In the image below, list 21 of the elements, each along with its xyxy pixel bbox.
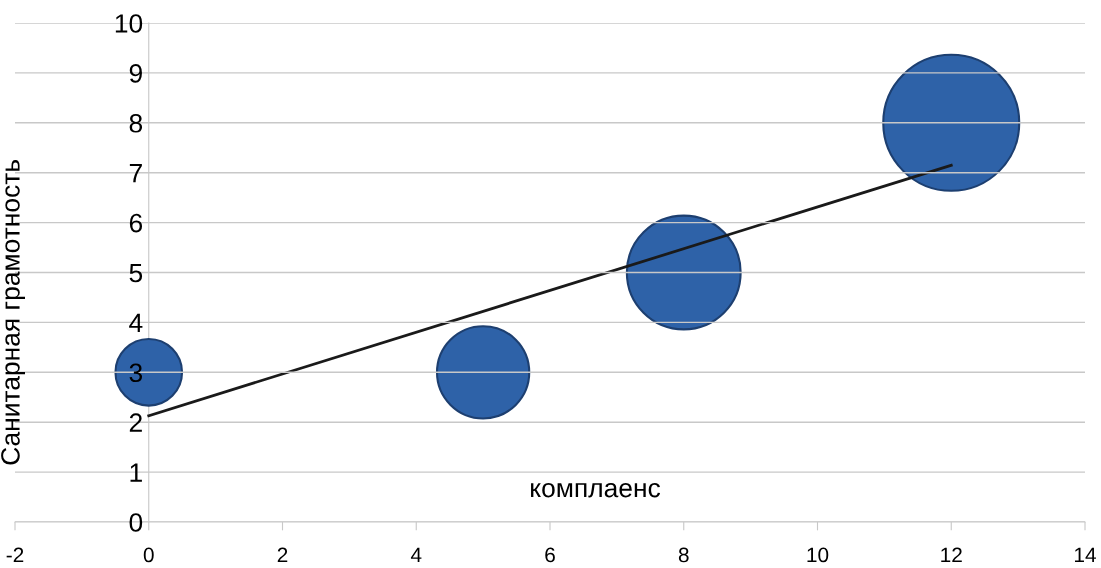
y-tick-label: 2 [129, 413, 142, 432]
x-tick-label: 6 [545, 547, 555, 563]
x-tick-label: 14 [1075, 547, 1096, 563]
y-tick-label: 9 [129, 64, 142, 83]
x-axis-title: комплаенс [531, 482, 661, 498]
y-tick-label: 0 [129, 513, 143, 532]
x-tick-label: 2 [277, 547, 288, 563]
y-tick-label: 6 [129, 213, 143, 233]
y-tick-label: 10 [115, 14, 143, 33]
x-tick-label: 12 [941, 547, 962, 563]
y-tick-label: 1 [130, 463, 142, 482]
y-tick-label: 8 [129, 113, 143, 133]
y-axis-title: Санитарная грамотность [1, 160, 25, 465]
y-tick-label: 4 [129, 313, 143, 332]
x-tick-label: 4 [410, 547, 422, 563]
x-tick-label: -2 [6, 547, 24, 563]
x-tick-label: 8 [678, 547, 689, 563]
y-tick-label: 5 [129, 263, 143, 283]
x-tick-label: 10 [807, 547, 829, 563]
x-tick-label: 0 [143, 547, 154, 563]
y-tick-label: 7 [129, 164, 142, 183]
